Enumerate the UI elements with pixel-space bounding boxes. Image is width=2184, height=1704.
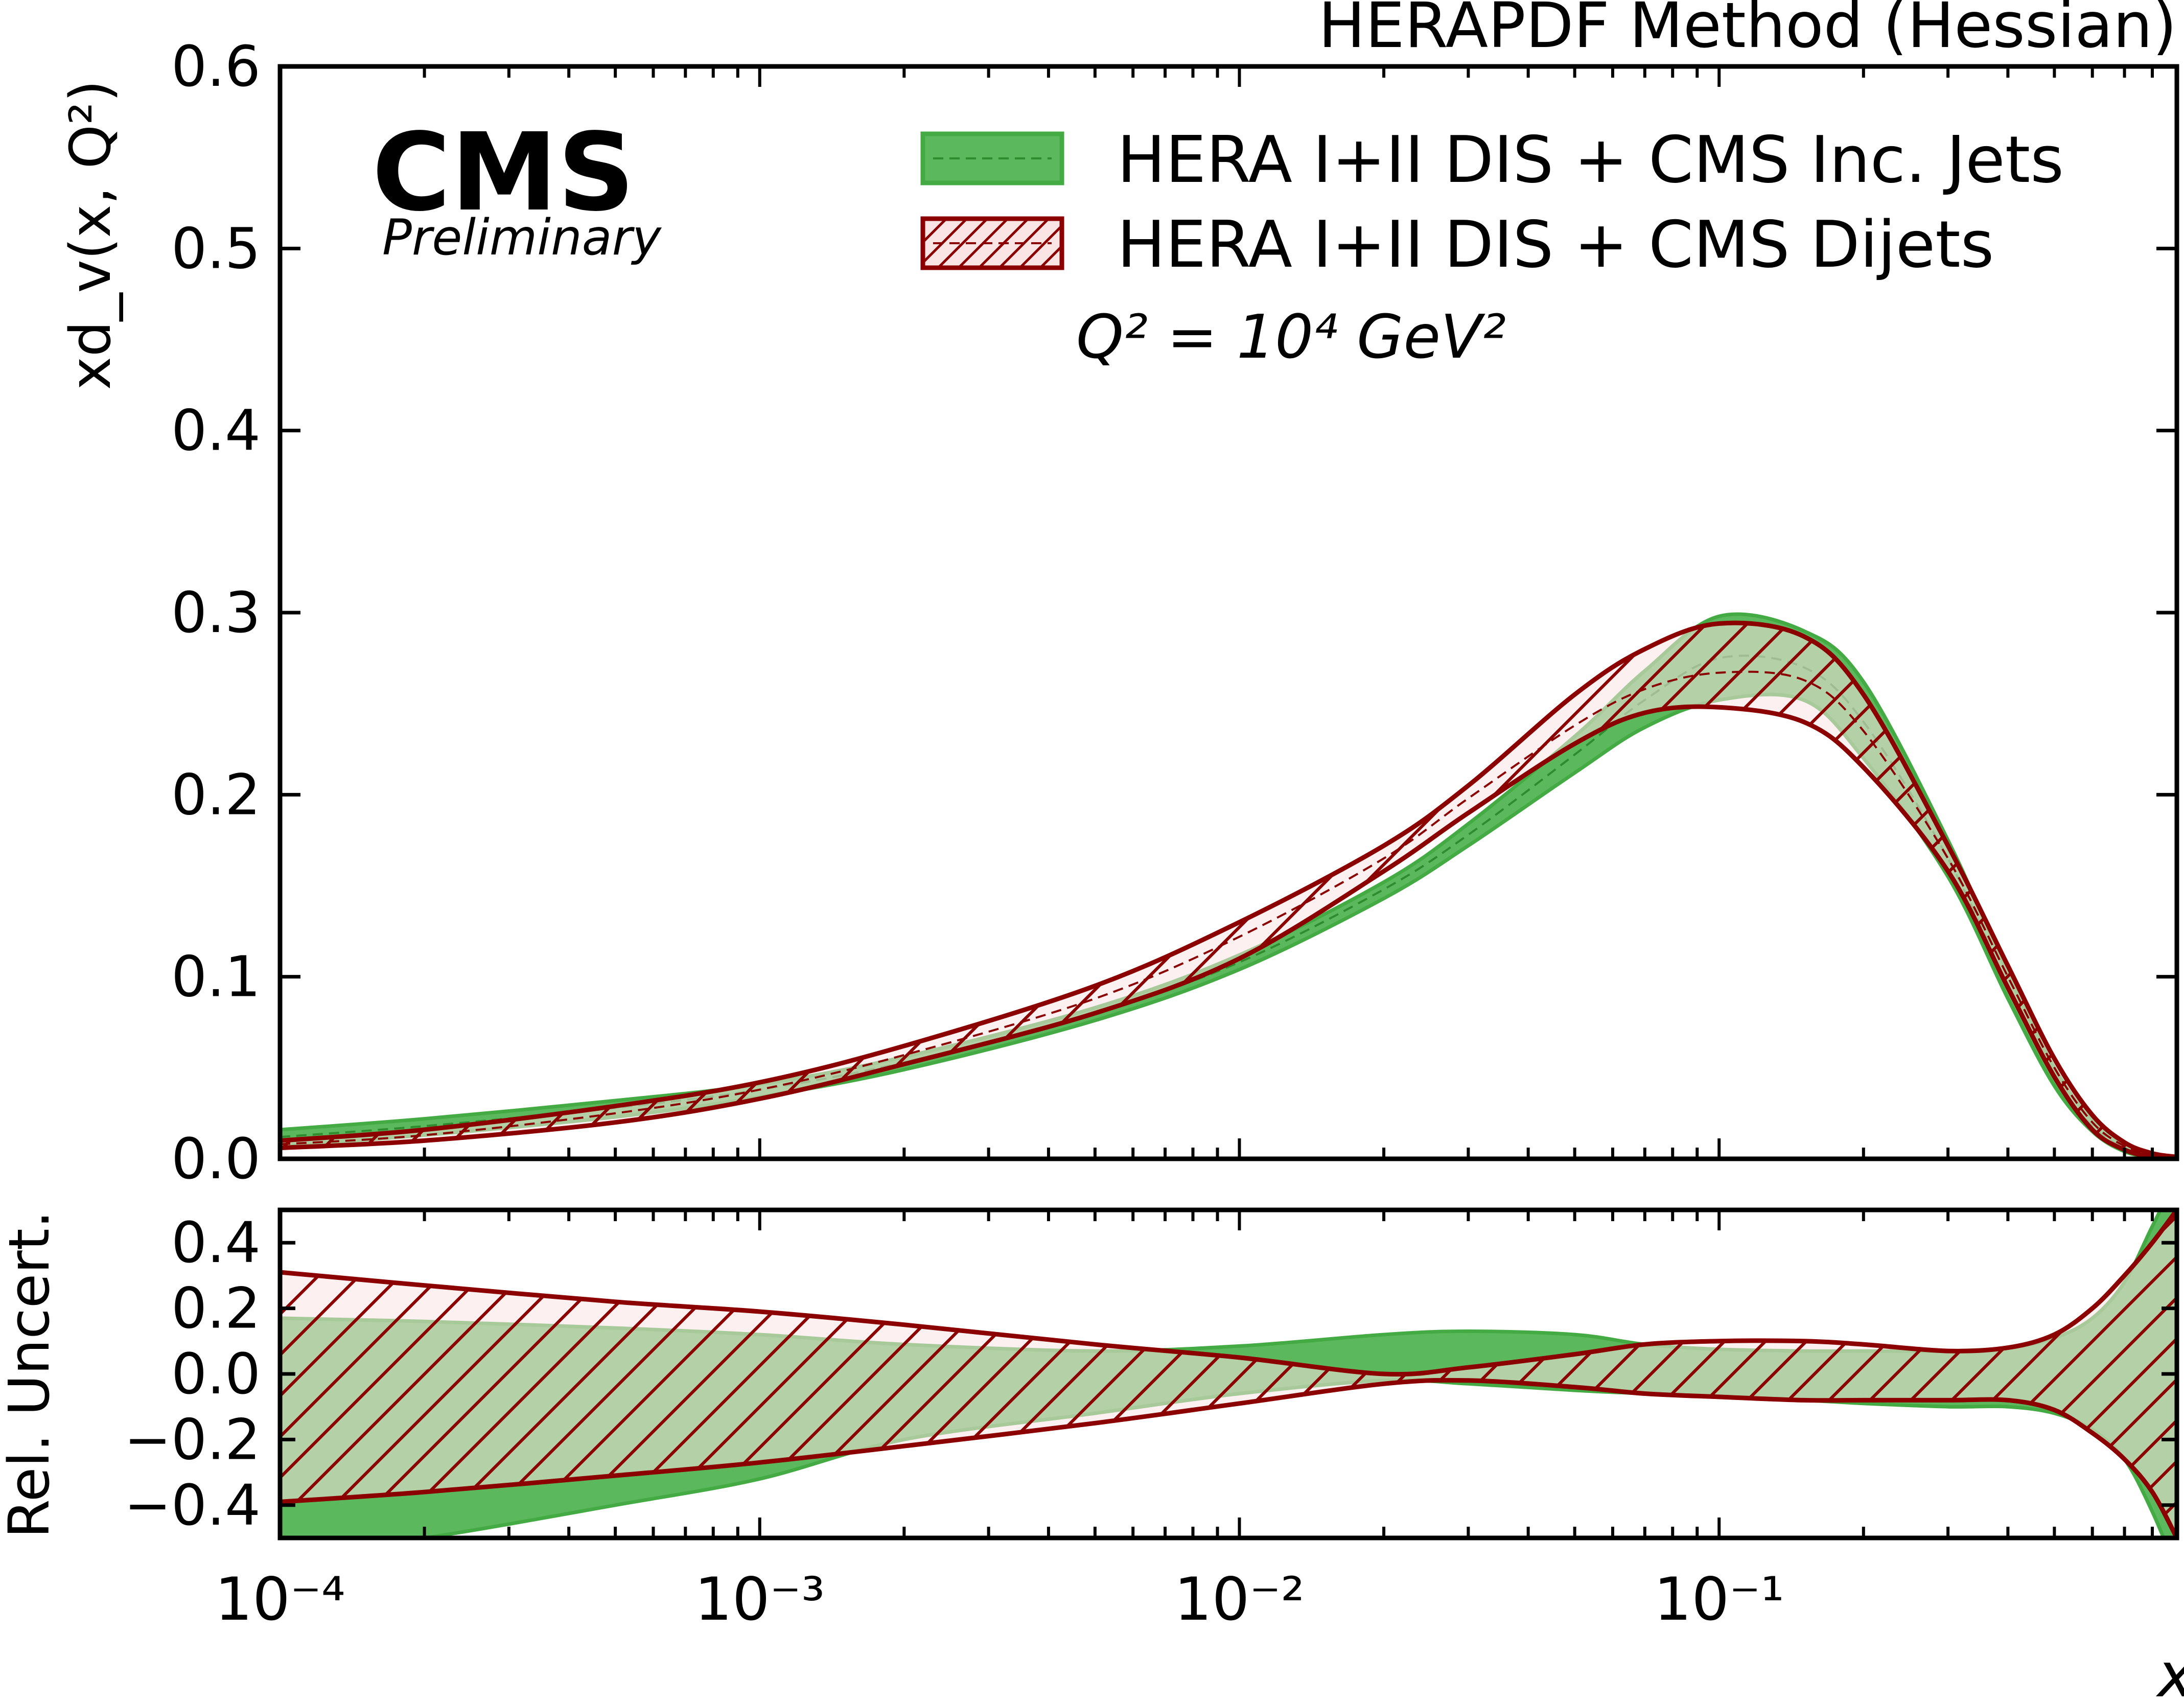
top-ytick-label: 0.1 bbox=[171, 944, 261, 1010]
top-dijets-upper-edge bbox=[280, 620, 2177, 1159]
bottom-ytick-label: 0.4 bbox=[171, 1210, 261, 1275]
bottom-dijets-upper-edge bbox=[280, 1210, 2177, 1377]
x-tick-label: 10⁻³ bbox=[694, 1565, 825, 1634]
legend-label-dijets: HERA I+II DIS + CMS Dijets bbox=[1117, 207, 1994, 282]
legend-entry-dijets: HERA I+II DIS + CMS Dijets bbox=[920, 207, 1994, 282]
bottom-band-dijets-hatch bbox=[280, 1210, 2177, 1538]
bottom-ytick-label: −0.4 bbox=[124, 1473, 261, 1538]
legend-label-inc-jets: HERA I+II DIS + CMS Inc. Jets bbox=[1117, 122, 2064, 197]
legend: HERA I+II DIS + CMS Inc. Jets HERA I+II … bbox=[920, 122, 2064, 282]
top-ytick-label: 0.0 bbox=[171, 1126, 261, 1192]
x-tick-label: 10⁻² bbox=[1174, 1565, 1305, 1634]
preliminary-label: Preliminary bbox=[382, 209, 662, 266]
cms-logo-text: CMS bbox=[372, 110, 635, 235]
bottom-ytick-label: 0.0 bbox=[171, 1341, 261, 1407]
figure-header-title: HERAPDF Method (Hessian) bbox=[1318, 0, 2177, 62]
top-panel: 0.0 0.1 0.2 0.3 0.4 0.5 0.6 xd_v(x, Q²) CMS Pr… bbox=[58, 34, 2179, 1192]
top-ytick-label: 0.4 bbox=[171, 398, 261, 463]
bottom-y-axis-label: Rel. Uncert. bbox=[0, 1210, 62, 1538]
bottom-ytick-label: 0.2 bbox=[171, 1276, 261, 1341]
q2-annotation: Q² = 10⁴ GeV² bbox=[1076, 301, 1506, 372]
top-band-inc-jets bbox=[280, 612, 2177, 1159]
x-axis-label: x bbox=[2155, 1640, 2184, 1704]
legend-entry-inc-jets: HERA I+II DIS + CMS Inc. Jets bbox=[920, 122, 2064, 197]
x-tick-label: 10⁻¹ bbox=[1654, 1565, 1784, 1634]
top-band-dijets-hatch bbox=[280, 623, 2177, 1159]
bottom-ytick-label: −0.2 bbox=[124, 1407, 261, 1472]
top-central-dijets bbox=[280, 670, 2177, 1159]
top-dijets-lower-edge bbox=[280, 704, 2177, 1159]
top-ytick-label: 0.2 bbox=[171, 762, 261, 827]
bottom-dijets-lower-edge bbox=[280, 1378, 2177, 1538]
top-ytick-label: 0.6 bbox=[171, 34, 261, 99]
top-band-dijets-fill bbox=[280, 623, 2177, 1159]
top-y-axis-label: xd_v(x, Q²) bbox=[58, 80, 123, 390]
bottom-panel: −0.4−0.20.00.20.4 10⁻⁴ 10⁻³ 10⁻² 10⁻¹ Rel. … bbox=[0, 1207, 2184, 1704]
top-ytick-label: 0.5 bbox=[171, 216, 261, 281]
x-tick-label: 10⁻⁴ bbox=[215, 1565, 345, 1634]
top-ytick-label: 0.3 bbox=[171, 580, 261, 645]
